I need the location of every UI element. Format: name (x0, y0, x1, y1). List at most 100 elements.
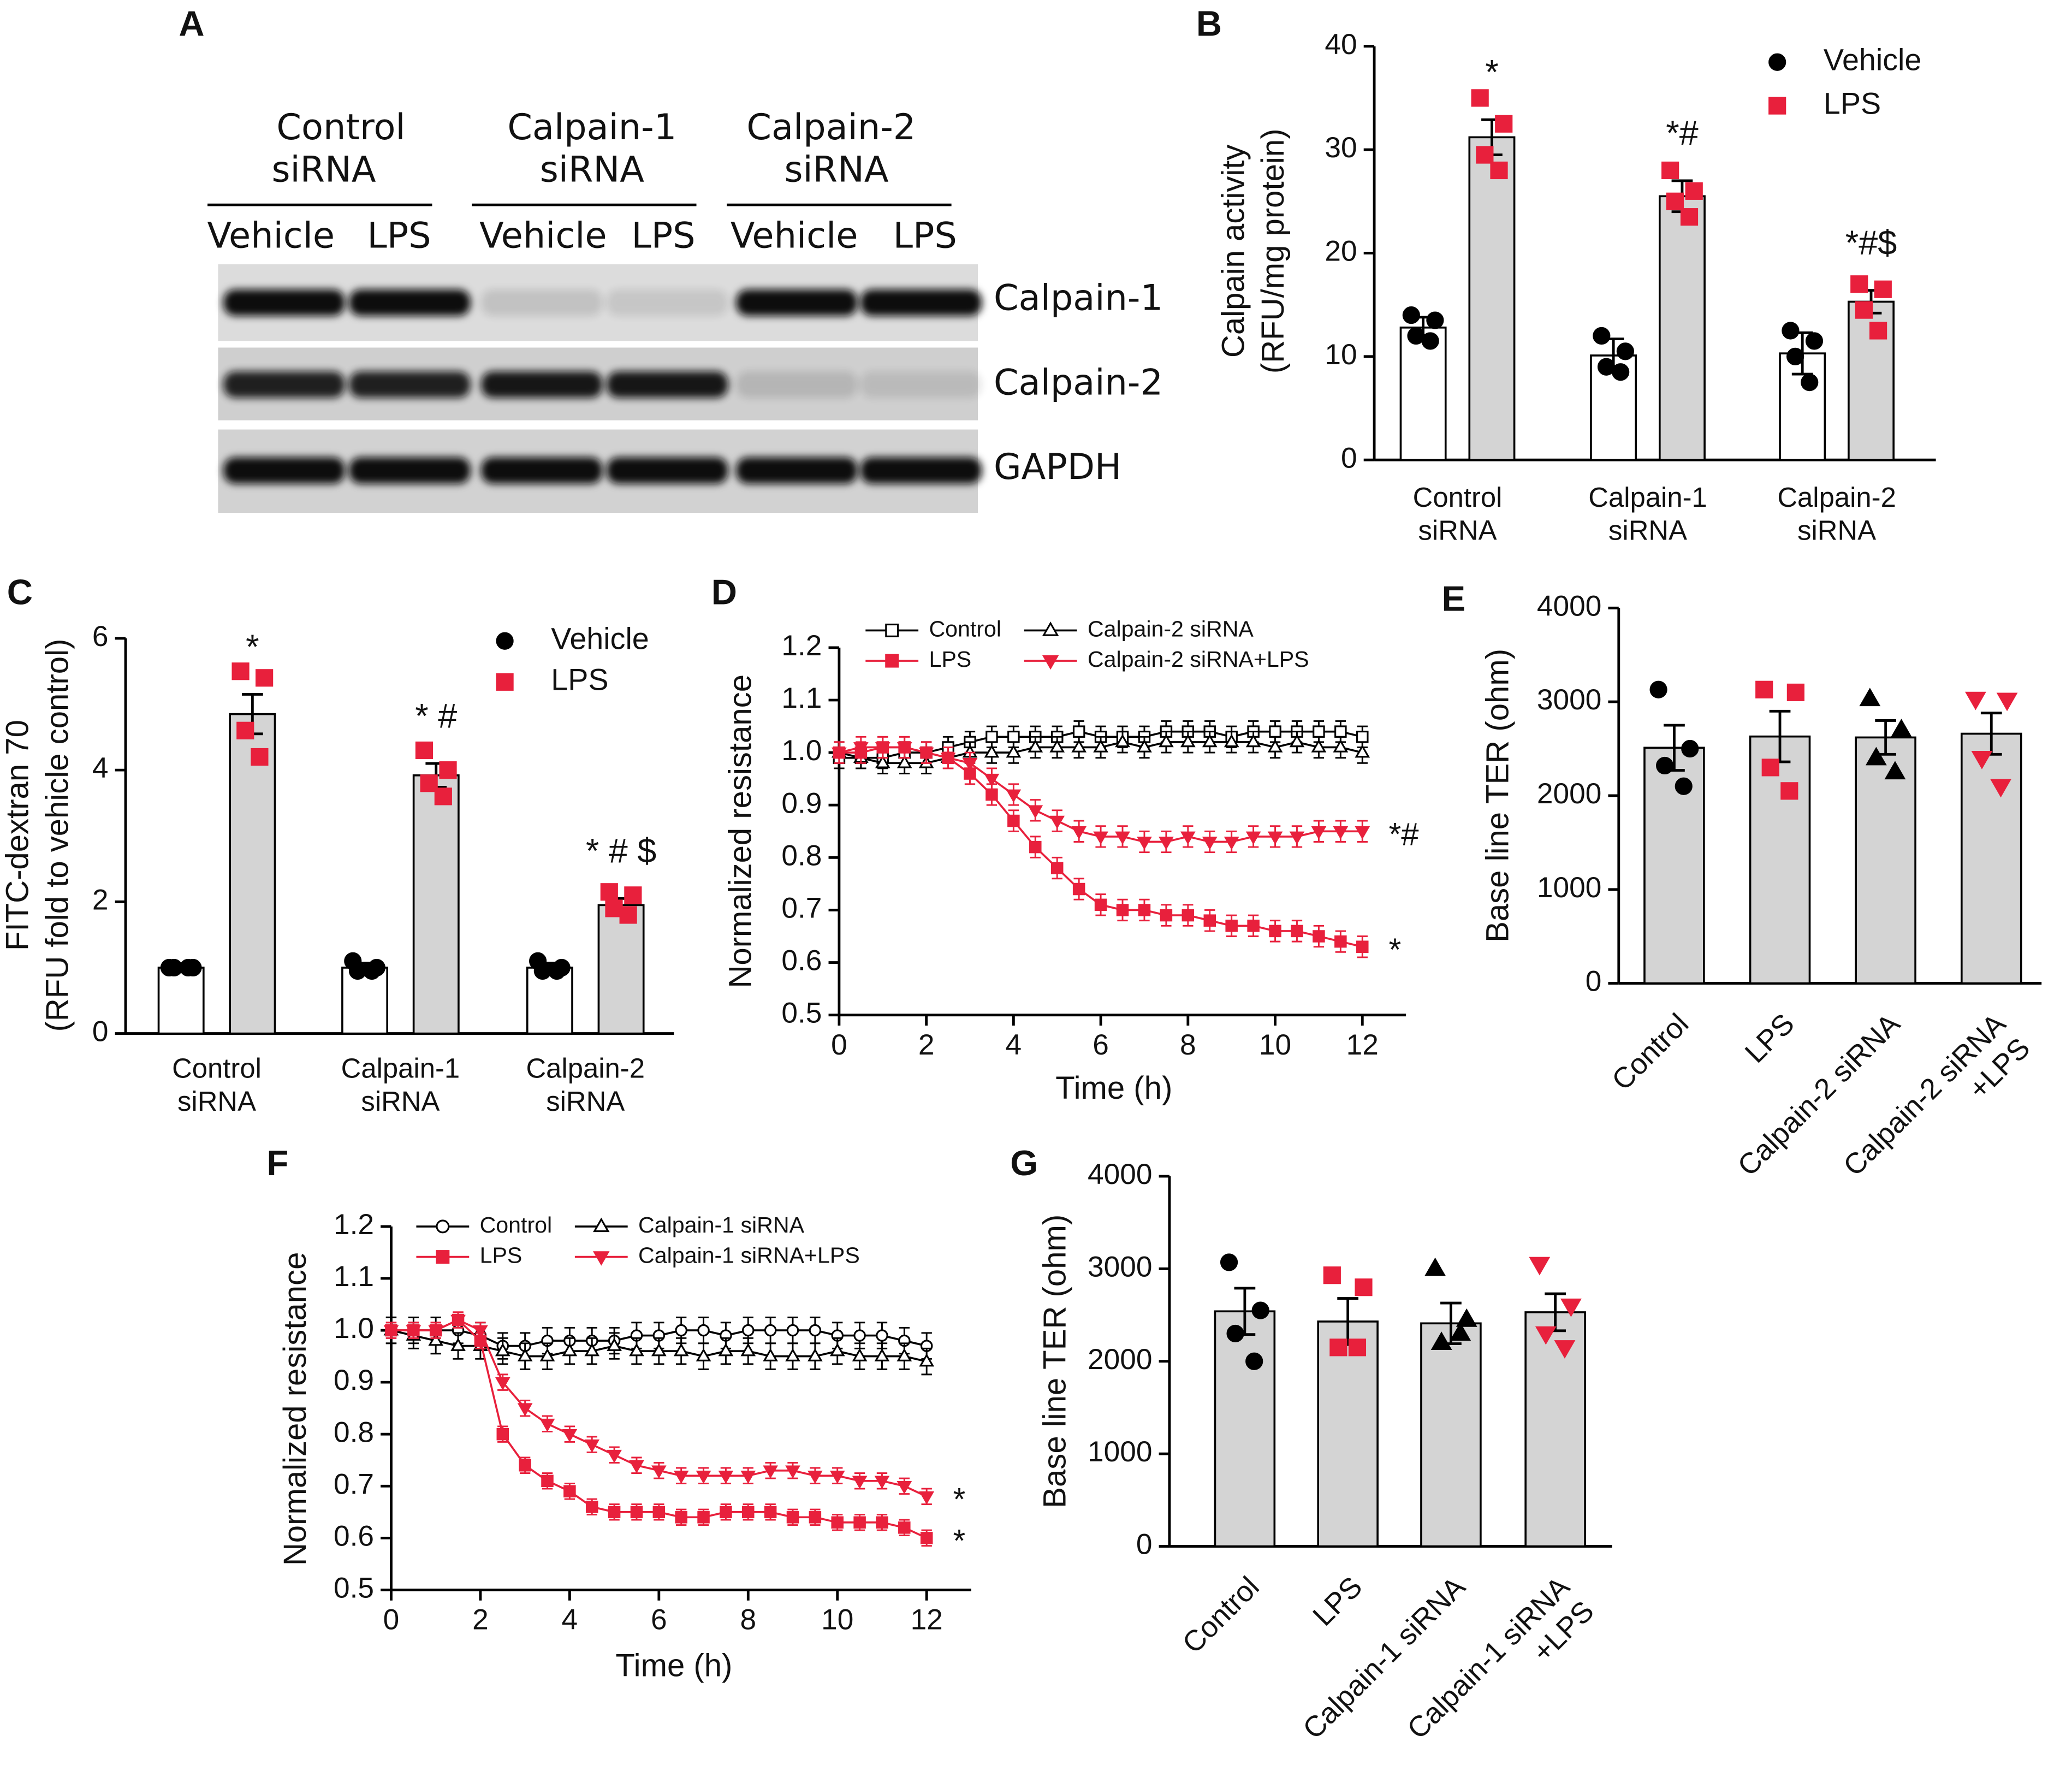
data-point (1137, 739, 1152, 753)
data-point (984, 773, 1000, 787)
y-tick-label: 3000 (1537, 684, 1601, 716)
data-point (363, 962, 381, 980)
legend-label: Vehicle (551, 621, 649, 655)
y-axis-label: FITC-dextran 70 (0, 720, 35, 951)
legend-marker (885, 623, 899, 637)
data-point (1311, 739, 1327, 753)
y-tick-label: 3000 (1088, 1251, 1152, 1283)
y-axis-label: Normalized resistance (277, 1252, 313, 1566)
data-point (785, 1348, 800, 1361)
data-point (584, 1439, 600, 1453)
data-point (1859, 688, 1881, 707)
x-tick-label: 6 (1093, 1029, 1109, 1061)
data-point (696, 1348, 711, 1361)
data-point (1680, 208, 1699, 226)
legend-label: Calpain-1 siRNA+LPS (638, 1242, 860, 1267)
bar (157, 967, 205, 1035)
data-point (1313, 930, 1325, 943)
bar (1855, 736, 1916, 985)
data-point (179, 958, 197, 977)
data-point (652, 1506, 666, 1519)
x-tick-label: Control (172, 1053, 262, 1084)
y-tick-label: 0.5 (334, 1572, 374, 1604)
data-point (1334, 935, 1347, 948)
blot-band (860, 371, 982, 398)
group-label: siRNA (540, 149, 644, 191)
data-point (1402, 306, 1420, 324)
x-tick-label: 4 (562, 1604, 578, 1636)
group-label: Calpain-2 (746, 106, 916, 148)
data-point (697, 1324, 710, 1337)
y-tick-label: 6 (92, 620, 109, 653)
data-point (1424, 1257, 1446, 1276)
data-point (1159, 837, 1174, 850)
data-point (1116, 904, 1129, 916)
bar (1658, 195, 1706, 461)
y-tick-label: 0 (92, 1016, 109, 1048)
blot-band (481, 457, 603, 484)
data-point (874, 1476, 890, 1489)
bar (1524, 1311, 1586, 1548)
x-axis-label: Time (h) (1055, 1070, 1172, 1106)
data-point (985, 731, 998, 743)
data-point (1535, 1326, 1557, 1345)
bar (1468, 136, 1516, 461)
legend-marker (885, 654, 899, 668)
data-point (428, 1325, 444, 1338)
data-point (1028, 805, 1043, 819)
data-point (809, 1511, 822, 1524)
blot-band (223, 457, 345, 484)
data-point (1289, 734, 1305, 748)
data-point (1780, 782, 1798, 800)
data-point (1891, 719, 1912, 737)
data-point (1251, 1301, 1269, 1319)
data-point (1355, 744, 1370, 758)
data-point (1884, 761, 1906, 780)
data-point (541, 1474, 554, 1488)
x-tick-label: 0 (831, 1029, 847, 1061)
data-point (764, 1324, 777, 1337)
data-point (1529, 1257, 1551, 1276)
data-point (651, 1465, 667, 1479)
data-point (1269, 925, 1281, 938)
y-tick-label: 0.9 (781, 787, 822, 819)
panel-letter: G (1010, 1143, 1038, 1183)
data-point (1006, 789, 1022, 803)
data-point (1289, 831, 1305, 845)
data-point (1786, 347, 1804, 365)
data-point (624, 886, 642, 904)
data-point (1160, 909, 1173, 922)
y-tick-label: 0 (1586, 966, 1602, 998)
data-point (1476, 146, 1494, 164)
panel-letter: E (1441, 578, 1465, 618)
data-point (1267, 831, 1283, 845)
legend-label: Calpain-2 siRNA+LPS (1088, 647, 1309, 672)
blot-band (606, 371, 728, 398)
data-point (584, 1343, 600, 1357)
data-point (1761, 759, 1779, 777)
data-point (1159, 734, 1174, 748)
data-point (853, 1329, 866, 1342)
group-label: Control (276, 106, 405, 148)
blot-band (349, 371, 471, 398)
data-point (1456, 1308, 1477, 1327)
bar (1399, 326, 1447, 461)
data-point (1355, 1278, 1373, 1296)
x-tick-label: 8 (740, 1604, 756, 1636)
y-tick-label: 0.5 (781, 997, 822, 1029)
data-point (383, 1325, 399, 1338)
legend-label: Vehicle (1824, 43, 1921, 76)
data-point (940, 753, 956, 766)
x-tick-label: 4 (1006, 1029, 1022, 1061)
data-point (786, 1511, 799, 1524)
data-point (829, 1343, 845, 1357)
data-point (786, 1324, 799, 1337)
panel-letter: C (7, 572, 33, 612)
data-point (517, 1348, 533, 1361)
y-tick-label: 1.2 (334, 1209, 374, 1241)
data-point (763, 1348, 778, 1361)
data-point (675, 1511, 687, 1524)
lane-label: Vehicle (731, 215, 858, 257)
row-label: GAPDH (994, 446, 1121, 488)
